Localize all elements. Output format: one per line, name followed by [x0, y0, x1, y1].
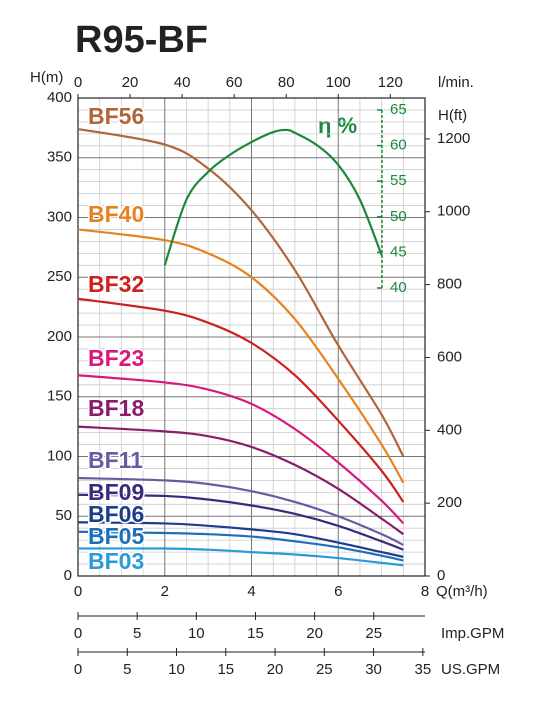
x-tick-label: 0	[74, 583, 82, 600]
gpm-tick-label: 5	[123, 661, 131, 678]
efficiency-tick-label: 55	[390, 172, 407, 189]
right-tick-label: 0	[437, 567, 445, 584]
imp-gpm-label: Imp.GPM	[441, 625, 504, 642]
gpm-tick-label: 10	[188, 625, 205, 642]
gpm-tick-label: 15	[217, 661, 234, 678]
curve	[77, 476, 404, 546]
y-tick-label: 150	[47, 388, 72, 405]
series-label: BF09	[88, 479, 144, 505]
curve	[77, 530, 404, 562]
curve	[77, 521, 404, 558]
gpm-tick-label: 25	[316, 661, 333, 678]
curve	[77, 228, 405, 484]
series-label: BF23	[88, 345, 144, 371]
curve	[77, 547, 404, 567]
series-label: BF03	[88, 548, 144, 574]
gpm-tick-label: 25	[365, 625, 382, 642]
x-axis-label: Q(m³/h)	[436, 583, 488, 600]
right-axis-label: H(ft)	[438, 107, 467, 124]
y-tick-label: 250	[47, 268, 72, 285]
series-label: BF32	[88, 271, 144, 297]
efficiency-tick-label: 60	[390, 137, 407, 154]
y-axis-label: H(m)	[30, 69, 63, 86]
x-tick-label: 2	[161, 583, 169, 600]
x-tick-label: 4	[247, 583, 255, 600]
efficiency-tick-label: 45	[390, 243, 407, 260]
curve	[77, 493, 404, 551]
series-label: BF18	[88, 395, 144, 421]
y-tick-label: 200	[47, 328, 72, 345]
top-tick-label: 40	[174, 74, 191, 91]
right-tick-label: 600	[437, 348, 462, 365]
top-tick-label: 20	[122, 74, 139, 91]
plot-frame	[77, 97, 426, 577]
efficiency-tick-label: 50	[390, 208, 407, 225]
gpm-tick-label: 30	[365, 661, 382, 678]
series-label: BF05	[88, 523, 144, 549]
y-tick-label: 300	[47, 208, 72, 225]
y-tick-label: 50	[55, 507, 72, 524]
right-tick-label: 1200	[437, 130, 470, 147]
gpm-tick-label: 20	[306, 625, 323, 642]
gpm-tick-label: 15	[247, 625, 264, 642]
curve	[77, 127, 405, 458]
top-tick-label: 100	[326, 74, 351, 91]
series-label: BF56	[88, 103, 144, 129]
gpm-tick-label: 0	[74, 625, 82, 642]
series-label: BF06	[88, 501, 144, 527]
x-tick-label: 6	[334, 583, 342, 600]
gpm-tick-label: 0	[74, 661, 82, 678]
curve	[77, 425, 404, 536]
efficiency-tick-label: 65	[390, 101, 407, 118]
right-tick-label: 200	[437, 494, 462, 511]
y-tick-label: 350	[47, 149, 72, 166]
y-tick-label: 0	[64, 567, 72, 584]
chart-title: R95-BF	[75, 19, 208, 61]
series-label: BF11	[88, 447, 143, 473]
gpm-tick-label: 5	[133, 625, 141, 642]
gpm-tick-label: 35	[414, 661, 431, 678]
top-tick-label: 0	[74, 74, 82, 91]
efficiency-tick-label: 40	[390, 279, 407, 296]
right-tick-label: 400	[437, 421, 462, 438]
x-tick-label: 8	[421, 583, 429, 600]
curve	[77, 374, 405, 525]
top-tick-label: 120	[378, 74, 403, 91]
y-tick-label: 400	[47, 89, 72, 106]
efficiency-curve	[163, 128, 383, 266]
top-tick-label: 80	[278, 74, 295, 91]
curve	[77, 297, 405, 503]
top-axis-label: l/min.	[438, 74, 474, 91]
series-label: BF40	[88, 201, 144, 227]
gpm-tick-label: 10	[168, 661, 185, 678]
top-tick-label: 60	[226, 74, 243, 91]
right-tick-label: 1000	[437, 203, 470, 220]
gpm-tick-label: 20	[267, 661, 284, 678]
us-gpm-label: US.GPM	[441, 661, 500, 678]
y-tick-label: 100	[47, 447, 72, 464]
right-tick-label: 800	[437, 276, 462, 293]
